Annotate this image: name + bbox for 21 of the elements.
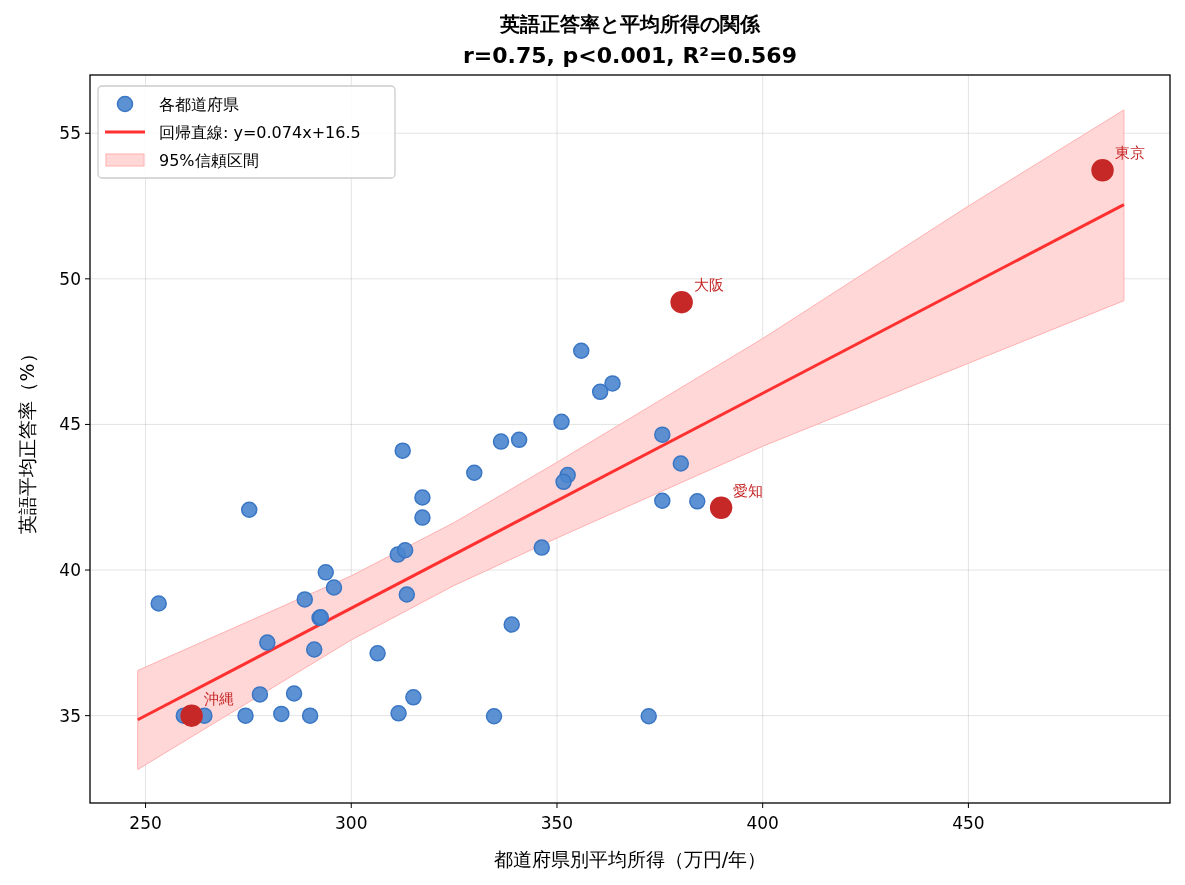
x-axis-title: 都道府県別平均所得（万円/年） xyxy=(493,848,767,870)
annotation: 沖縄 xyxy=(203,689,234,708)
y-tick-label: 55 xyxy=(59,123,81,144)
annotation: 愛知 xyxy=(733,481,764,500)
legend-label: 各都道府県 xyxy=(159,95,239,114)
x-tick-label: 300 xyxy=(335,813,368,833)
y-tick-label: 40 xyxy=(59,560,81,581)
y-tick-label: 45 xyxy=(59,414,81,435)
legend-label: 回帰直線: y=0.074x+16.5 xyxy=(159,123,361,142)
legend-label: 95%信頼区間 xyxy=(159,151,259,170)
x-tick-label: 450 xyxy=(952,813,985,833)
chart-subtitle: r=0.75, p<0.001, R²=0.569 xyxy=(463,43,797,68)
y-axis-title: 英語平均正答率（%） xyxy=(16,344,38,534)
chart-title: 英語正答率と平均所得の関係 xyxy=(499,12,761,36)
annotation: 東京 xyxy=(1114,144,1145,163)
x-tick-label: 400 xyxy=(746,813,779,833)
y-tick-label: 35 xyxy=(59,705,81,726)
y-tick-label: 50 xyxy=(59,268,81,289)
x-tick-label: 350 xyxy=(540,813,574,833)
x-tick-label: 250 xyxy=(129,813,162,833)
annotation: 大阪 xyxy=(693,276,724,295)
